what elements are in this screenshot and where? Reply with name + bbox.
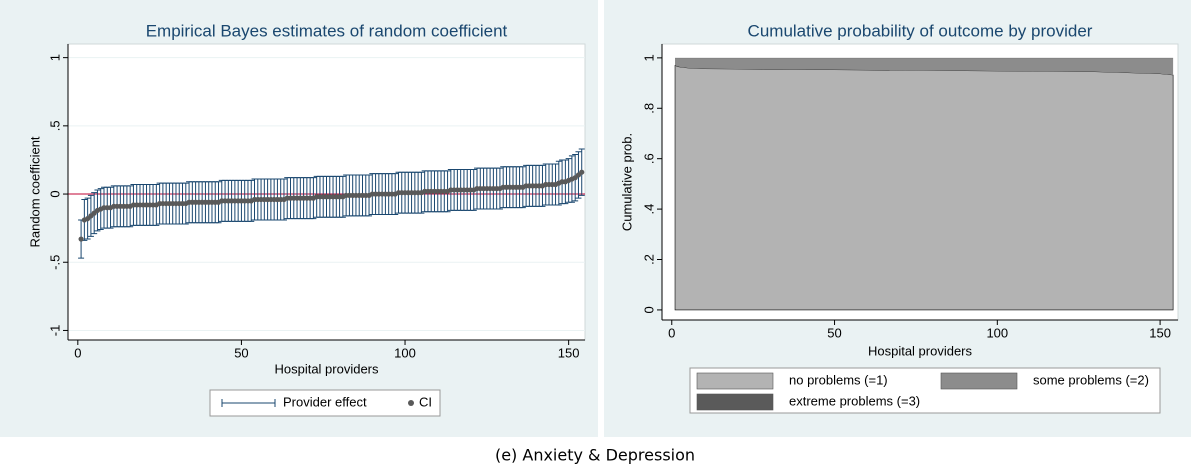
y-tick-label: 0 [47, 190, 62, 197]
y-tick-label: .6 [641, 153, 656, 164]
x-axis-title: Hospital providers [274, 361, 379, 376]
area [674, 64, 1174, 311]
y-tick-label: -.5 [47, 255, 62, 270]
x-tick-label: 0 [668, 325, 675, 340]
y-tick-label: 1 [47, 54, 62, 61]
legend-swatch [696, 393, 774, 411]
x-tick-label: 150 [1149, 325, 1171, 340]
y-tick-label: 0 [641, 306, 656, 313]
legend-label: no problems (=1) [789, 372, 888, 387]
y-tick-label: 1 [641, 54, 656, 61]
y-tick-label: .5 [47, 120, 62, 131]
y-tick-label: .8 [641, 103, 656, 114]
chart-title: Empirical Bayes estimates of random coef… [146, 21, 508, 40]
point [579, 169, 585, 175]
y-axis-title: Cumulative prob. [619, 133, 634, 231]
x-tick-label: 0 [74, 345, 81, 360]
x-tick-label: 150 [558, 345, 580, 360]
x-tick-label: 100 [986, 325, 1008, 340]
point [78, 236, 84, 242]
x-tick-label: 50 [234, 345, 248, 360]
legend-label: Provider effect [283, 394, 367, 409]
chart-title: Cumulative probability of outcome by pro… [748, 21, 1093, 40]
y-tick-label: .2 [641, 254, 656, 265]
legend-label: extreme problems (=3) [789, 393, 920, 408]
x-tick-label: 100 [394, 345, 416, 360]
legend-swatch [696, 372, 774, 390]
legend-swatch [940, 372, 1018, 390]
y-axis-title: Random coefficient [27, 136, 42, 247]
legend-box [209, 389, 441, 417]
caption: (e) Anxiety & Depression [495, 446, 695, 465]
x-tick-label: 50 [827, 325, 841, 340]
area [675, 57, 1174, 59]
y-tick-label: .4 [641, 204, 656, 215]
legend-label: some problems (=2) [1033, 372, 1149, 387]
legend-label: CI [419, 394, 432, 409]
legend-swatch [221, 399, 276, 407]
area [675, 58, 1174, 76]
legend-swatch [408, 400, 414, 406]
y-tick-label: -1 [47, 325, 62, 337]
x-axis-title: Hospital providers [868, 343, 973, 358]
